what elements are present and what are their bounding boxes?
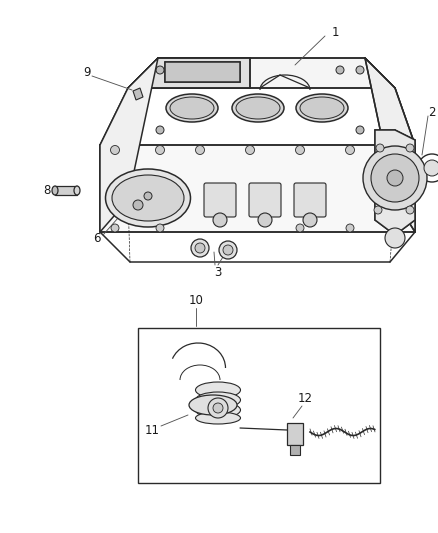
Circle shape [133,200,143,210]
Circle shape [176,66,184,74]
Polygon shape [165,62,240,82]
Circle shape [391,146,399,155]
Bar [287,423,303,445]
Polygon shape [365,58,415,232]
Text: 8: 8 [43,183,51,197]
Circle shape [418,154,438,182]
Ellipse shape [106,169,191,227]
Polygon shape [100,145,415,232]
Text: 1: 1 [331,26,339,38]
Circle shape [385,228,405,248]
FancyBboxPatch shape [249,183,281,217]
Circle shape [213,213,227,227]
Bar [138,328,380,483]
Polygon shape [128,58,250,88]
Circle shape [374,206,382,214]
Ellipse shape [112,175,184,221]
Text: 6: 6 [93,231,101,245]
Circle shape [336,66,344,74]
Polygon shape [133,88,143,100]
Polygon shape [128,58,395,88]
Ellipse shape [166,94,218,122]
Ellipse shape [195,382,240,398]
Ellipse shape [300,97,344,119]
Ellipse shape [189,395,237,415]
Polygon shape [375,130,415,235]
Text: 3: 3 [214,265,222,279]
Ellipse shape [195,412,240,424]
FancyBboxPatch shape [204,183,236,217]
Ellipse shape [232,94,284,122]
Circle shape [303,213,317,227]
Circle shape [191,239,209,257]
Circle shape [111,224,119,232]
Ellipse shape [236,97,280,119]
Circle shape [246,146,254,155]
Circle shape [346,224,354,232]
Text: 2: 2 [428,106,436,118]
Circle shape [346,146,354,155]
FancyBboxPatch shape [294,183,326,217]
Circle shape [424,160,438,176]
Circle shape [223,245,233,255]
Circle shape [406,144,414,152]
Circle shape [391,224,399,232]
Bar [290,445,300,455]
Ellipse shape [296,94,348,122]
Text: 9: 9 [83,66,91,78]
Bar [55,186,77,195]
Circle shape [156,66,164,74]
Ellipse shape [195,392,240,408]
Circle shape [356,66,364,74]
Circle shape [376,144,384,152]
Circle shape [156,126,164,134]
Circle shape [213,403,223,413]
Polygon shape [100,58,158,232]
Text: 11: 11 [145,424,159,437]
Circle shape [110,146,120,155]
Circle shape [296,224,304,232]
Circle shape [296,146,304,155]
Circle shape [258,213,272,227]
Circle shape [208,398,228,418]
Ellipse shape [52,186,58,195]
Text: 12: 12 [297,392,312,405]
Circle shape [387,170,403,186]
Circle shape [155,146,165,155]
Ellipse shape [74,186,80,195]
Circle shape [363,146,427,210]
Circle shape [219,241,237,259]
Ellipse shape [195,402,240,418]
Circle shape [356,126,364,134]
Text: 10: 10 [189,294,203,306]
Circle shape [195,146,205,155]
Circle shape [406,206,414,214]
Circle shape [144,192,152,200]
Circle shape [156,224,164,232]
Circle shape [195,243,205,253]
Circle shape [371,154,419,202]
Ellipse shape [170,97,214,119]
